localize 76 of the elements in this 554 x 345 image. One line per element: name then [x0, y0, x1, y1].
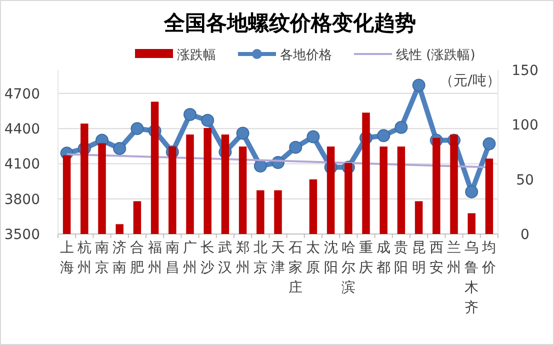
bar [450, 134, 458, 234]
point [254, 160, 267, 173]
bar [186, 134, 194, 234]
point [465, 185, 478, 198]
point [482, 137, 496, 150]
x-tick-label: 长沙 [200, 240, 215, 276]
y2-tick-label: 50 [516, 172, 534, 188]
bar [221, 134, 230, 234]
point [201, 114, 214, 127]
point [306, 130, 320, 144]
x-tick-label: 天津 [271, 240, 285, 276]
bar [98, 143, 106, 234]
y-tick-label: 4700 [4, 86, 40, 102]
y-tick-label: 4400 [4, 122, 40, 138]
x-tick-label: 杭州 [76, 240, 92, 276]
x-tick-label: 合肥 [130, 240, 144, 276]
bar [344, 162, 352, 234]
x-tick-label: 昆明 [412, 240, 426, 276]
chart-title: 全国各地螺纹价格变化趋势 [163, 11, 416, 35]
bar [362, 112, 370, 234]
y-tick-label: 3800 [4, 192, 40, 208]
x-tick-label: 上海 [60, 240, 74, 276]
x-tick-label: 乌鲁木齐 [464, 240, 479, 316]
point [236, 126, 250, 140]
x-tick-label: 哈尔滨 [341, 240, 356, 296]
bar [397, 146, 406, 234]
y-tick-label: 3500 [4, 227, 40, 243]
bar [485, 158, 494, 234]
x-tick-label: 北京 [253, 240, 268, 276]
bar [204, 128, 212, 234]
bar [62, 155, 71, 234]
bar [168, 146, 176, 234]
x-tick-label: 贵阳 [394, 240, 408, 276]
x-tick-label: 郑州 [236, 240, 250, 276]
x-tick-label: 南昌 [165, 240, 180, 276]
point [289, 140, 302, 154]
point [377, 129, 390, 142]
legend-label: 线性 (涨跌幅) [396, 48, 476, 63]
bar [468, 213, 476, 234]
point [184, 108, 196, 122]
x-tick-label: 西安 [429, 240, 444, 276]
y-tick-label: 4100 [4, 156, 40, 173]
point [130, 122, 144, 136]
bar [116, 224, 124, 234]
bar [274, 190, 282, 234]
x-tick-label: 太原 [306, 240, 320, 276]
annotation: （元/吨） [440, 73, 500, 89]
point [394, 120, 408, 134]
bar [432, 138, 440, 234]
legend-label: 涨跌幅 [177, 48, 216, 63]
bar [380, 146, 388, 234]
y2-tick-label: 0 [520, 227, 530, 243]
bar [256, 190, 264, 234]
x-tick-label: 南京 [95, 240, 109, 276]
bar [80, 124, 88, 234]
x-tick-label: 重庆 [359, 240, 373, 276]
bar [133, 201, 142, 234]
bar [238, 146, 247, 234]
x-tick-label: 兰州 [447, 240, 461, 276]
point [412, 78, 426, 92]
point [113, 142, 126, 155]
x-tick-label: 沈阳 [324, 240, 338, 276]
x-tick-label: 均价 [481, 240, 496, 276]
x-tick-label: 济南 [112, 240, 127, 276]
legend-label: 各地价格 [280, 48, 332, 63]
y2-tick-label: 100 [512, 118, 538, 134]
bar [326, 146, 335, 234]
y2-tick-label: 150 [512, 63, 538, 79]
x-tick-label: 福州 [148, 240, 162, 276]
bar [309, 179, 318, 234]
bar [150, 102, 159, 234]
x-tick-label: 武汉 [218, 240, 232, 276]
x-tick-label: 石家庄 [288, 240, 303, 296]
x-tick-label: 广州 [183, 240, 197, 276]
bar [414, 201, 423, 234]
x-tick-label: 成都 [376, 240, 391, 276]
